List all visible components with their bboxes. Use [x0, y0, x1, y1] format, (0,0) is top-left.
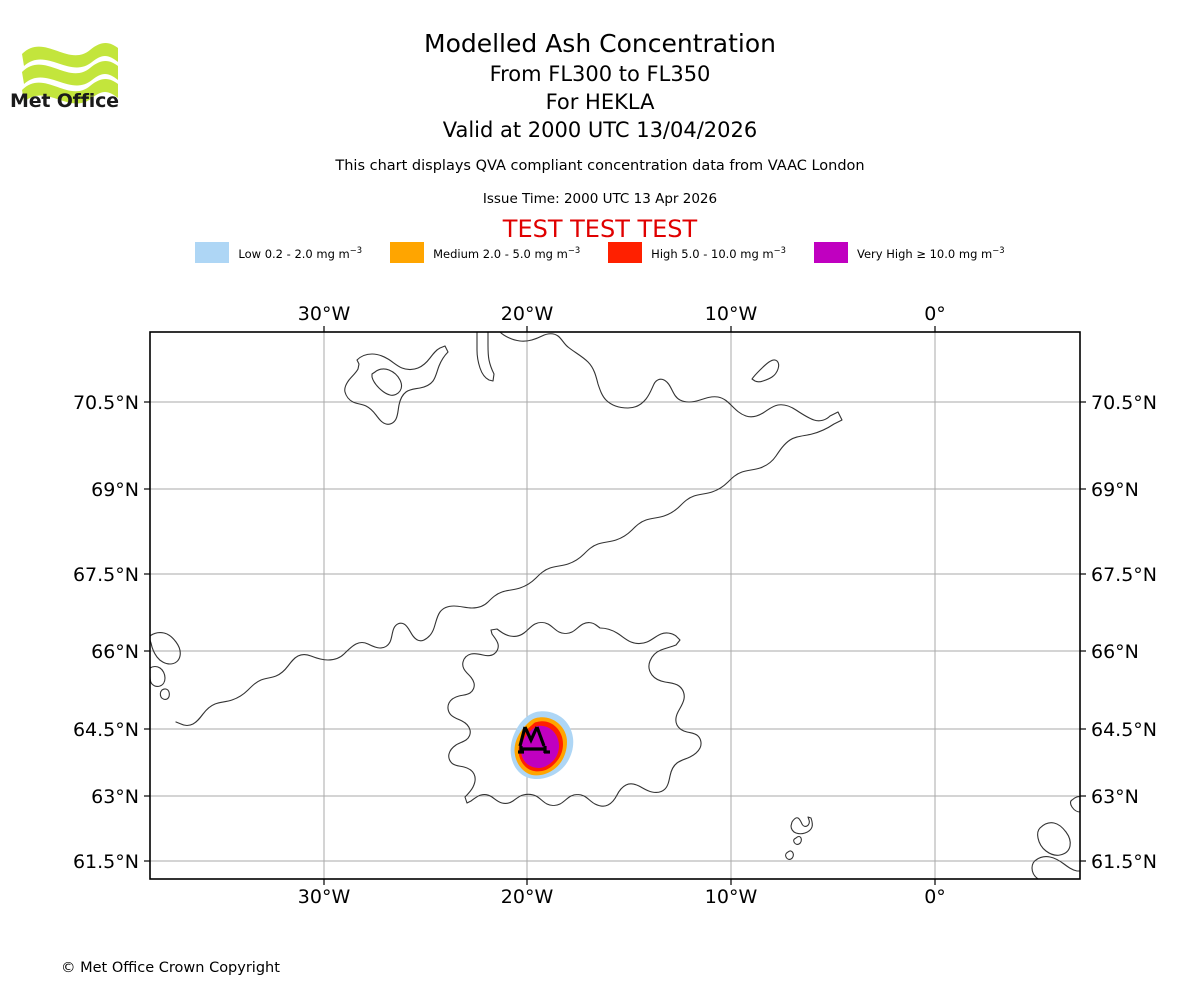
coastline-greenland-fjord [344, 345, 449, 425]
coastline-scotland-shetland [1031, 796, 1080, 879]
ytick-left-label-4: 64.5°N [73, 719, 139, 741]
ytick-left-label-3: 66°N [91, 641, 139, 663]
copyright-notice: © Met Office Crown Copyright [61, 960, 280, 976]
xtick-bottom-label-0: 30°W [298, 886, 351, 908]
xtick-bottom-label-3: 0° [924, 886, 946, 908]
concentration-legend: Low 0.2 - 2.0 mg m−3 Medium 2.0 - 5.0 mg… [0, 241, 1200, 263]
legend-swatch-medium [390, 241, 425, 263]
ytick-left-label-6: 61.5°N [73, 851, 139, 873]
xtick-bottom-label-1: 20°W [501, 886, 554, 908]
coastline-iceland [447, 621, 702, 807]
ytick-left-label-2: 67.5°N [73, 564, 139, 586]
legend-item-high: High 5.0 - 10.0 mg m−3 [608, 241, 786, 263]
ytick-left-label-1: 69°N [91, 479, 139, 501]
flight-levels-label: From FL300 to FL350 [489, 62, 711, 86]
legend-label-medium: Medium 2.0 - 5.0 mg m−3 [433, 245, 581, 261]
page-title: Modelled Ash Concentration [424, 29, 776, 58]
legend-label-high: High 5.0 - 10.0 mg m−3 [651, 245, 786, 261]
xtick-top-label-1: 20°W [501, 303, 554, 325]
legend-item-low: Low 0.2 - 2.0 mg m−3 [195, 241, 362, 263]
valid-time-label: Valid at 2000 UTC 13/04/2026 [442, 118, 758, 142]
xtick-top-label-3: 0° [924, 303, 946, 325]
xtick-top-label-0: 30°W [298, 303, 351, 325]
ytick-left-label-5: 63°N [91, 786, 139, 808]
plot-background [150, 332, 1080, 879]
coastline-faroe-islands [785, 816, 813, 860]
legend-swatch-high [608, 241, 643, 263]
legend-swatch-very-high [814, 241, 848, 263]
ytick-left-label-0: 70.5°N [73, 392, 139, 414]
met-office-logo [22, 43, 118, 104]
ytick-right-label-4: 64.5°N [1091, 719, 1157, 741]
issue-time-label: Issue Time: 2000 UTC 13 Apr 2026 [482, 191, 718, 207]
legend-item-medium: Medium 2.0 - 5.0 mg m−3 [390, 241, 580, 263]
axis-ticks [144, 326, 1086, 885]
xtick-bottom-label-2: 10°W [705, 886, 758, 908]
longitude-labels-top: 30°W 20°W 10°W 0° [298, 303, 946, 325]
coastline-greenland-southwest [150, 632, 181, 700]
ytick-right-label-6: 61.5°N [1091, 851, 1157, 873]
met-office-wordmark: Met Office [10, 90, 119, 112]
ytick-right-label-0: 70.5°N [1091, 392, 1157, 414]
test-banner: TEST TEST TEST [502, 215, 698, 243]
plot-frame [149, 331, 1081, 880]
legend-label-very-high: Very High ≥ 10.0 mg m−3 [857, 245, 1005, 261]
ytick-right-label-2: 67.5°N [1091, 564, 1157, 586]
coastline-greenland-north-cape [476, 332, 495, 382]
coastline-jan-mayen [751, 359, 780, 383]
coastline-greenland [175, 332, 843, 727]
ytick-right-label-3: 66°N [1091, 641, 1139, 663]
legend-item-very-high: Very High ≥ 10.0 mg m−3 [814, 241, 1005, 263]
volcano-name-label: For HEKLA [545, 90, 655, 114]
longitude-labels-bottom: 30°W 20°W 10°W 0° [298, 886, 946, 908]
latitude-labels-left: 70.5°N 69°N 67.5°N 66°N 64.5°N 63°N 61.5… [73, 392, 139, 873]
volcano-marker-hekla [518, 726, 550, 754]
gridlines [150, 332, 1080, 879]
coastline-greenland-island [371, 368, 403, 396]
ytick-right-label-1: 69°N [1091, 479, 1139, 501]
qva-note: This chart displays QVA compliant concen… [335, 158, 865, 174]
legend-label-low: Low 0.2 - 2.0 mg m−3 [238, 245, 363, 261]
ytick-right-label-5: 63°N [1091, 786, 1139, 808]
legend-swatch-low [195, 241, 230, 263]
coastlines [150, 332, 1080, 879]
xtick-top-label-2: 10°W [705, 303, 758, 325]
latitude-labels-right: 70.5°N 69°N 67.5°N 66°N 64.5°N 63°N 61.5… [1091, 392, 1157, 873]
